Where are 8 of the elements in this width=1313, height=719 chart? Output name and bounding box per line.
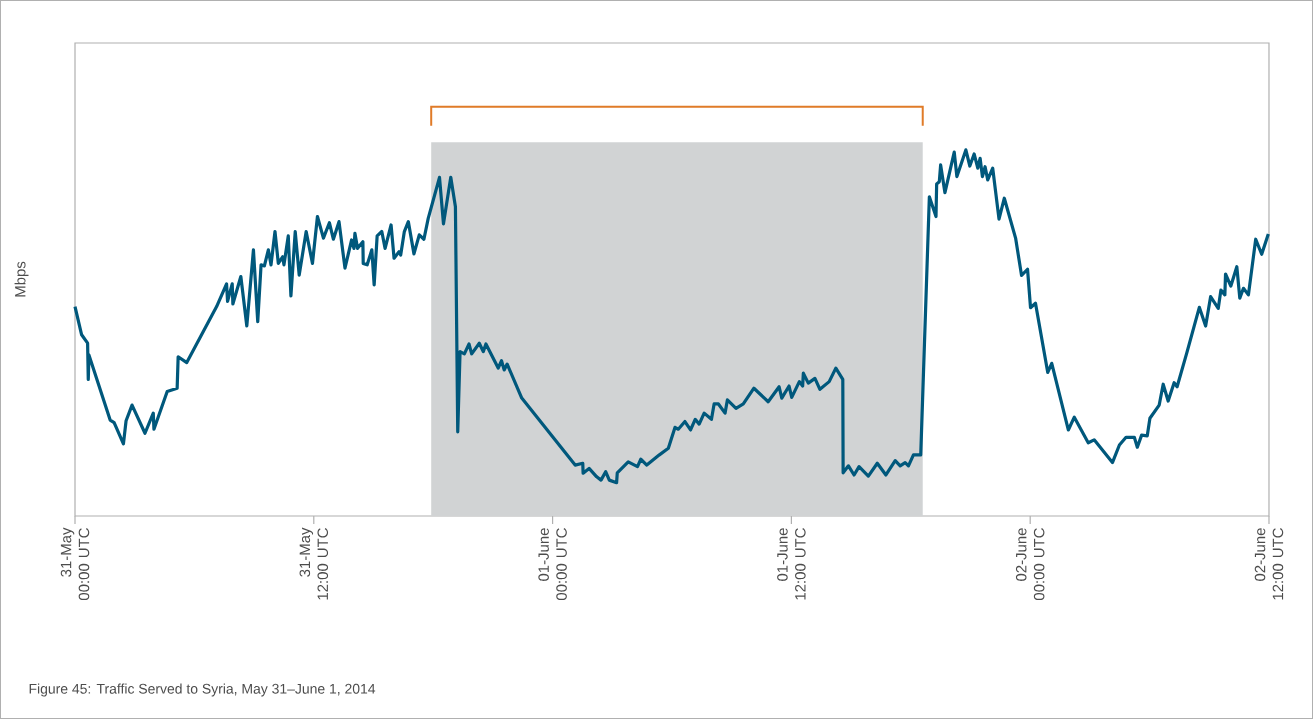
- y-axis-title: Mbps: [14, 261, 29, 297]
- x-tick-label: 01-June 00:00 UTC: [538, 528, 567, 601]
- x-tick-label: 02-June 12:00 UTC: [1254, 528, 1284, 600]
- caption: Figure 45: Traffic Served to Syria, May 31–June 1, 2014: [29, 683, 376, 697]
- x-tick-label: 01-June 12:00 UTC: [777, 528, 806, 600]
- x-tick-label: 31-May 00:00 UTC: [60, 527, 90, 601]
- x-tick-label: 31-May 12:00 UTC: [299, 527, 329, 600]
- x-tick-label: 02-June 00:00 UTC: [1015, 528, 1045, 601]
